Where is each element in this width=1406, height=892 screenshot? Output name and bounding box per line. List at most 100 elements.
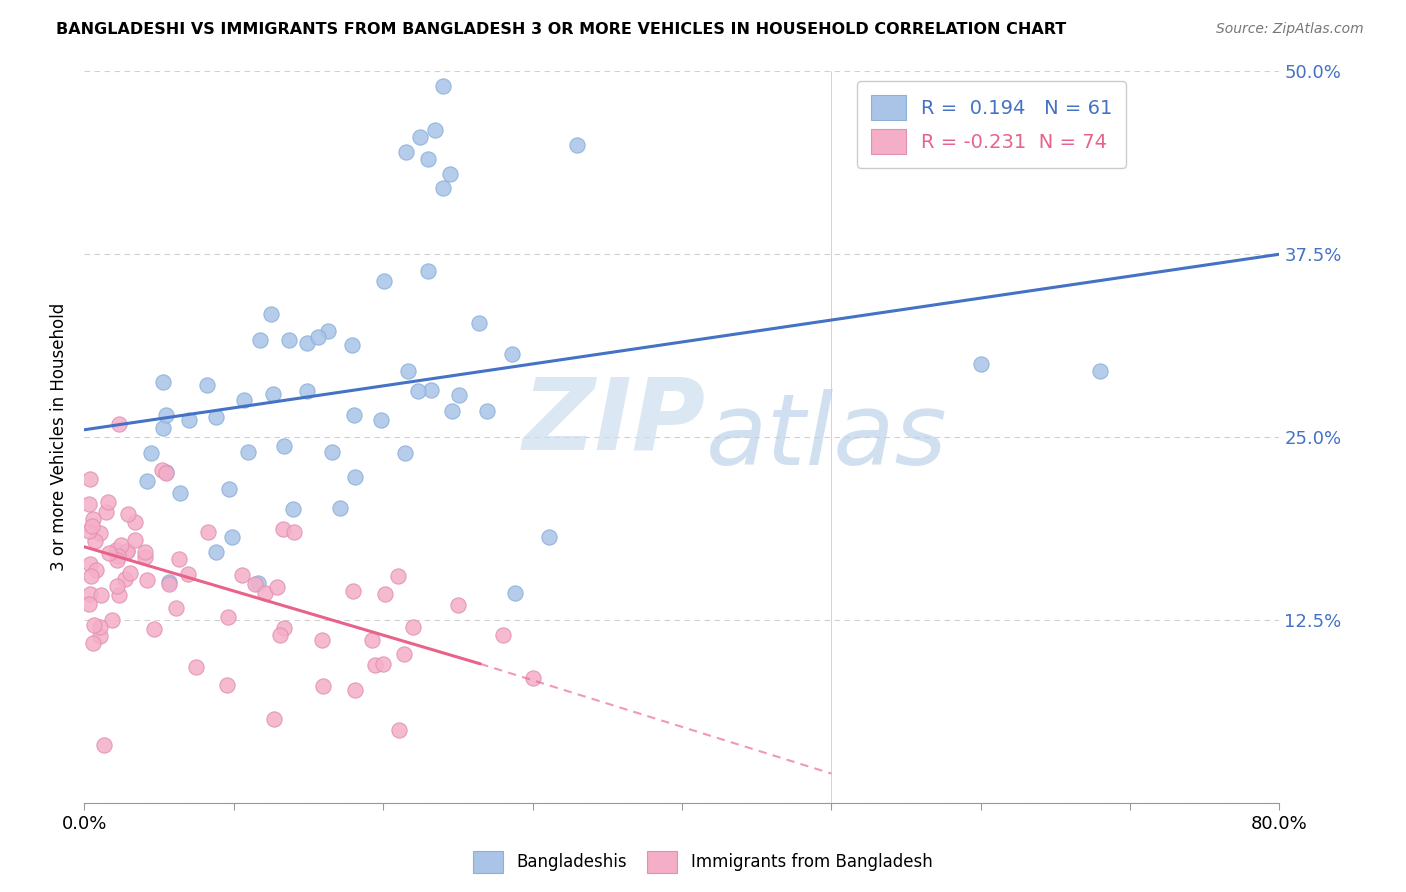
Point xyxy=(340,337,363,351)
Point xyxy=(364,657,387,672)
Point xyxy=(439,167,461,181)
Point xyxy=(970,357,993,371)
Point xyxy=(271,522,294,536)
Point xyxy=(374,587,396,601)
Point xyxy=(110,538,132,552)
Point xyxy=(567,137,589,152)
Point xyxy=(101,613,124,627)
Point xyxy=(118,566,141,581)
Point xyxy=(343,409,366,423)
Point xyxy=(107,549,129,564)
Point xyxy=(370,413,392,427)
Point xyxy=(89,620,111,634)
Point xyxy=(124,533,146,547)
Point xyxy=(342,583,364,598)
Point xyxy=(440,404,463,418)
Point xyxy=(105,552,128,566)
Point xyxy=(165,601,187,615)
Point xyxy=(394,446,416,460)
Point xyxy=(96,505,118,519)
Point xyxy=(253,586,276,600)
Point xyxy=(316,324,339,338)
Point xyxy=(89,526,111,541)
Point xyxy=(263,712,285,726)
Point xyxy=(360,633,382,648)
Point xyxy=(115,544,138,558)
Point xyxy=(425,123,447,137)
Point xyxy=(114,572,136,586)
Point xyxy=(388,723,411,737)
Point xyxy=(177,566,200,581)
Point xyxy=(503,586,526,600)
Point xyxy=(492,627,515,641)
Point xyxy=(321,445,343,459)
Point xyxy=(218,482,240,496)
Point xyxy=(343,683,366,698)
Point xyxy=(79,524,101,539)
Point xyxy=(262,387,284,401)
Point xyxy=(416,152,439,166)
Point xyxy=(83,618,105,632)
Point xyxy=(204,409,226,424)
Point xyxy=(169,486,191,500)
Point xyxy=(392,647,415,661)
Point xyxy=(90,589,112,603)
Point xyxy=(283,501,305,516)
Point xyxy=(447,599,470,613)
Point xyxy=(295,335,318,350)
Point xyxy=(155,408,177,422)
Point xyxy=(387,569,409,583)
Point xyxy=(135,475,157,489)
Point xyxy=(221,530,243,544)
Point xyxy=(136,574,159,588)
Point xyxy=(105,579,128,593)
Point xyxy=(420,383,443,397)
Point xyxy=(139,446,162,460)
Point xyxy=(402,620,425,634)
Point xyxy=(107,417,129,431)
Point xyxy=(134,550,156,565)
Point xyxy=(167,552,190,566)
Point xyxy=(205,545,228,559)
Point xyxy=(475,404,498,418)
Point xyxy=(82,512,104,526)
Point xyxy=(155,466,177,480)
Point xyxy=(155,465,177,479)
Point xyxy=(142,623,165,637)
Point xyxy=(195,378,218,392)
Point xyxy=(79,569,101,583)
Legend: R =  0.194   N = 61, R = -0.231  N = 74: R = 0.194 N = 61, R = -0.231 N = 74 xyxy=(858,81,1126,168)
Point xyxy=(409,130,432,145)
Text: ZIP: ZIP xyxy=(523,374,706,471)
Point xyxy=(312,679,335,693)
Point xyxy=(236,444,259,458)
Point xyxy=(217,678,239,692)
Point xyxy=(273,439,295,453)
Point xyxy=(371,657,394,671)
Point xyxy=(297,384,319,398)
Point xyxy=(406,384,429,399)
Point xyxy=(98,546,121,560)
Legend: Bangladeshis, Immigrants from Bangladesh: Bangladeshis, Immigrants from Bangladesh xyxy=(467,845,939,880)
Point xyxy=(249,334,271,348)
Point xyxy=(278,333,301,347)
Point xyxy=(432,181,454,195)
Point xyxy=(77,497,100,511)
Point xyxy=(150,463,173,477)
Point xyxy=(232,393,254,408)
Point xyxy=(273,622,295,636)
Point xyxy=(79,472,101,486)
Point xyxy=(93,738,115,752)
Text: atlas: atlas xyxy=(706,389,948,485)
Point xyxy=(266,580,288,594)
Point xyxy=(416,264,439,278)
Point xyxy=(329,501,352,516)
Point xyxy=(311,632,333,647)
Point xyxy=(396,364,419,378)
Point xyxy=(501,347,523,361)
Point xyxy=(97,494,120,508)
Point xyxy=(80,519,103,533)
Point xyxy=(79,558,101,572)
Point xyxy=(108,588,131,602)
Point xyxy=(246,576,269,591)
